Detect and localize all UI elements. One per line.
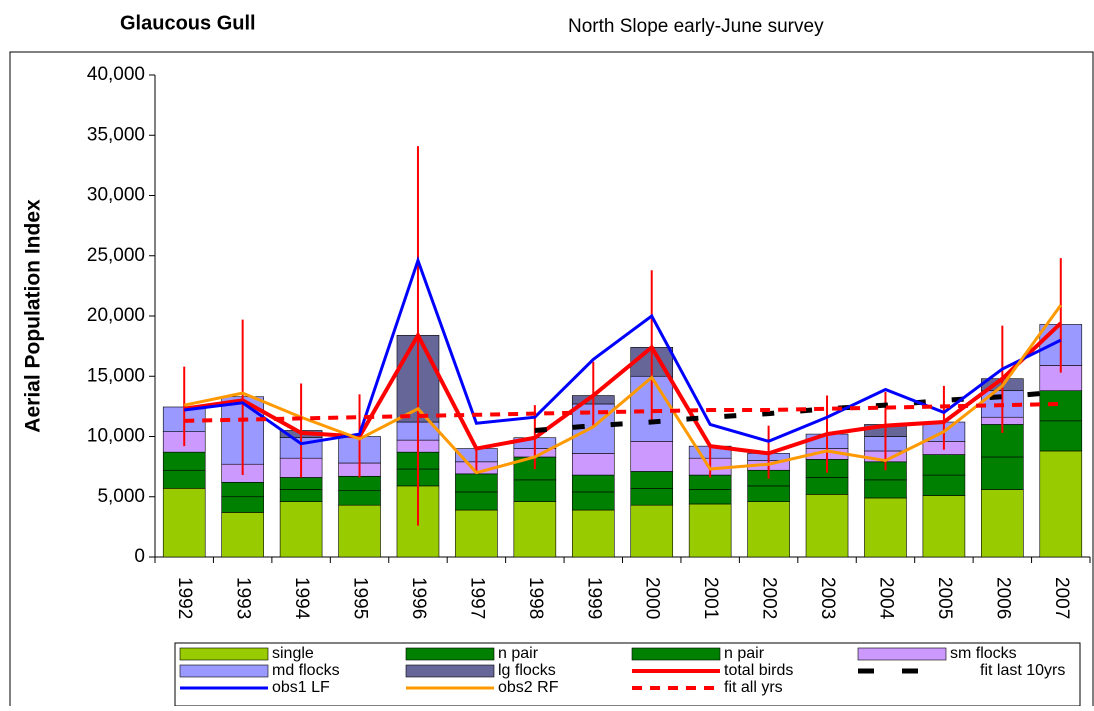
legend-label: sm flocks bbox=[950, 645, 1017, 662]
legend-swatch bbox=[631, 647, 721, 661]
x-tick-label: 2004 bbox=[875, 577, 896, 620]
bar-segment bbox=[455, 491, 498, 511]
bar-segment bbox=[922, 454, 966, 476]
legend-label: single bbox=[272, 645, 314, 662]
chart-frame bbox=[9, 51, 1094, 711]
bar-segment bbox=[1039, 420, 1083, 452]
bar-segment bbox=[162, 488, 206, 558]
bar-segment bbox=[571, 474, 615, 493]
bar-segment bbox=[688, 489, 732, 505]
bar-segment bbox=[688, 503, 732, 558]
legend-swatch bbox=[179, 647, 269, 661]
bar-segment bbox=[1039, 390, 1083, 422]
bar-segment bbox=[981, 489, 1024, 558]
x-tick-label: 1998 bbox=[525, 577, 546, 619]
bar-segment bbox=[338, 490, 381, 506]
legend-swatch bbox=[179, 664, 269, 678]
y-tick-label: 40,000 bbox=[87, 64, 145, 85]
line bbox=[184, 401, 1061, 423]
x-tick-label: 1995 bbox=[350, 577, 371, 619]
x-tick-label: 2000 bbox=[642, 577, 663, 619]
x-tick-label: 2006 bbox=[992, 577, 1013, 619]
y-axis-label: Aerial Population Index bbox=[22, 199, 45, 433]
bar-segment bbox=[338, 504, 381, 558]
legend-swatch bbox=[405, 647, 495, 661]
bar-segment bbox=[162, 469, 206, 489]
bar-segment bbox=[630, 488, 674, 506]
y-tick-label: 5,000 bbox=[97, 486, 145, 507]
bar-segment bbox=[513, 501, 557, 558]
bar-segment bbox=[981, 456, 1024, 490]
bar-segment bbox=[571, 453, 615, 476]
y-tick-label: 20,000 bbox=[87, 305, 145, 326]
legend-swatch bbox=[405, 664, 495, 678]
bar-segment bbox=[630, 504, 674, 558]
y-tick-label: 15,000 bbox=[87, 365, 145, 386]
x-tick-label: 1999 bbox=[583, 577, 604, 619]
bar-segment bbox=[922, 495, 966, 558]
legend-label: md flocks bbox=[272, 662, 340, 679]
bar-segment bbox=[1039, 450, 1083, 558]
legend-label: fit all yrs bbox=[724, 679, 783, 696]
legend-label: obs2 RF bbox=[498, 679, 559, 696]
bar-segment bbox=[279, 501, 323, 558]
bar-segment bbox=[805, 477, 849, 495]
bar-segment bbox=[864, 497, 907, 558]
x-tick-label: 1994 bbox=[291, 577, 312, 620]
x-tick-label: 2005 bbox=[934, 577, 955, 619]
bar-segment bbox=[571, 509, 615, 558]
bar-segment bbox=[279, 489, 323, 502]
x-tick-label: 1993 bbox=[233, 577, 254, 619]
y-tick-label: 0 bbox=[134, 546, 145, 567]
chart-subtitle: North Slope early-June survey bbox=[568, 16, 824, 37]
bar-segment bbox=[630, 471, 674, 489]
x-tick-label: 1992 bbox=[174, 577, 195, 619]
x-tick-label: 2002 bbox=[759, 577, 780, 619]
bar-segment bbox=[221, 496, 264, 513]
legend-label: obs1 LF bbox=[272, 679, 330, 696]
bar-segment bbox=[162, 451, 206, 471]
bar-segment bbox=[922, 474, 966, 496]
legend-label: n pair bbox=[498, 645, 539, 662]
x-tick-label: 1997 bbox=[466, 577, 487, 619]
y-tick-label: 35,000 bbox=[87, 124, 145, 145]
chart-title: Glaucous Gull bbox=[120, 12, 256, 34]
line bbox=[184, 256, 1062, 446]
bar-segment bbox=[630, 441, 674, 472]
bar-segment bbox=[864, 479, 907, 499]
bar-segment bbox=[455, 509, 498, 558]
bar-segment bbox=[747, 485, 790, 502]
legend-label: lg flocks bbox=[498, 662, 556, 679]
legend-swatch bbox=[857, 647, 947, 661]
bar-segment bbox=[455, 473, 498, 493]
y-tick-label: 30,000 bbox=[87, 185, 145, 206]
y-tick-label: 10,000 bbox=[87, 426, 145, 447]
bar-segment bbox=[571, 491, 615, 511]
bar-segment bbox=[338, 475, 381, 492]
line bbox=[183, 321, 1063, 456]
x-tick-label: 2007 bbox=[1051, 577, 1072, 619]
bar-segment bbox=[747, 501, 790, 558]
bar-segment bbox=[805, 494, 849, 558]
line bbox=[183, 304, 1062, 475]
legend-label: total birds bbox=[724, 662, 793, 679]
y-tick-label: 25,000 bbox=[87, 245, 145, 266]
bar-segment bbox=[513, 479, 557, 502]
bar-segment bbox=[221, 481, 264, 498]
x-tick-label: 2003 bbox=[817, 577, 838, 619]
line bbox=[534, 389, 1061, 433]
legend-label: fit last 10yrs bbox=[980, 662, 1065, 679]
bar-segment bbox=[221, 512, 264, 558]
x-tick-label: 2001 bbox=[700, 577, 721, 619]
x-tick-label: 1996 bbox=[408, 577, 429, 619]
legend-label: n pair bbox=[724, 645, 765, 662]
bar-segment bbox=[279, 477, 323, 490]
